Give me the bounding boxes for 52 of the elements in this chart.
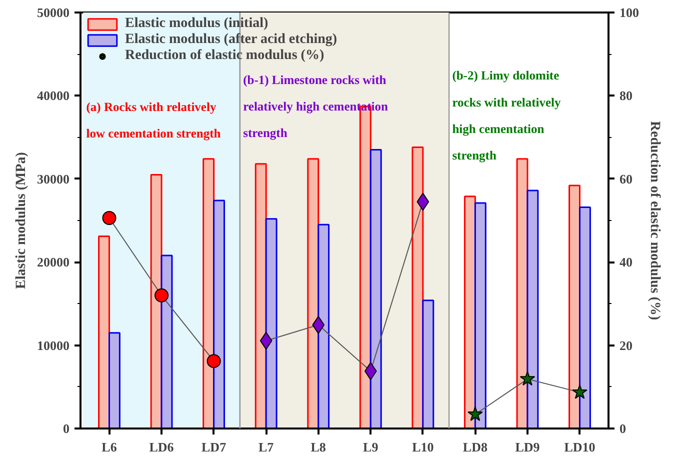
y2-axis-title: Reduction of elastic modulus (%) (647, 120, 662, 320)
y2-tick-label: 0 (620, 421, 626, 436)
y-axis-title: Elastic modulus (MPa) (14, 152, 29, 289)
y-tick-label: 10000 (37, 338, 70, 353)
bar (422, 300, 434, 428)
bar (108, 332, 120, 428)
point (364, 362, 377, 380)
y-tick-label: 30000 (37, 171, 70, 186)
bar (578, 206, 591, 428)
bar (526, 190, 539, 428)
bar (474, 202, 486, 428)
point (468, 406, 483, 421)
point (102, 211, 116, 225)
point (206, 354, 221, 368)
y2-tick-label: 40 (620, 254, 632, 270)
legend-label: Elastic modulus (after acid etching) (125, 32, 338, 48)
y-tick-label: 40000 (37, 88, 70, 104)
x-tick-label: L8 (310, 440, 326, 454)
y2-tick-label: 100 (620, 5, 639, 20)
x-tick-label: LD6 (149, 440, 174, 454)
x-tick-label: L7 (258, 440, 274, 454)
y2-tick-label: 20 (620, 338, 632, 353)
x-tick-label: LD7 (202, 440, 227, 454)
x-tick-label: L9 (363, 440, 379, 454)
y2-tick-label: 60 (620, 171, 632, 186)
y2-tick-label: 80 (620, 88, 632, 104)
bar (98, 236, 110, 428)
x-tick-label: LD8 (462, 440, 488, 454)
bar (265, 218, 278, 428)
bar (370, 149, 382, 428)
point (154, 288, 169, 302)
y-tick-label: 0 (63, 421, 70, 436)
bar (318, 224, 330, 428)
x-tick-label: LD9 (515, 440, 540, 454)
y-tick-label: 50000 (37, 5, 70, 20)
x-tick-label: L6 (102, 440, 118, 454)
bar (213, 200, 226, 428)
point (312, 316, 325, 334)
point (572, 384, 588, 399)
legend-label: Reduction of elastic modulus (%) (125, 48, 324, 64)
point (520, 370, 536, 386)
legend-label: Elastic modulus (initial) (125, 16, 268, 32)
x-tick-label: L10 (412, 440, 434, 454)
y-tick-label: 20000 (37, 254, 70, 270)
annotation: (b-1) Limestone rocks with relatively high cementation strength (243, 72, 388, 140)
bar (412, 146, 424, 428)
point (260, 332, 272, 350)
bar (160, 254, 173, 428)
point (416, 192, 430, 211)
annotation: (a) Rocks with relatively low cementation strength (86, 100, 221, 140)
x-tick-label: LD10 (564, 440, 596, 454)
annotation: (b-2) Limy dolomite rocks with relatively high cementation strength (452, 68, 562, 162)
